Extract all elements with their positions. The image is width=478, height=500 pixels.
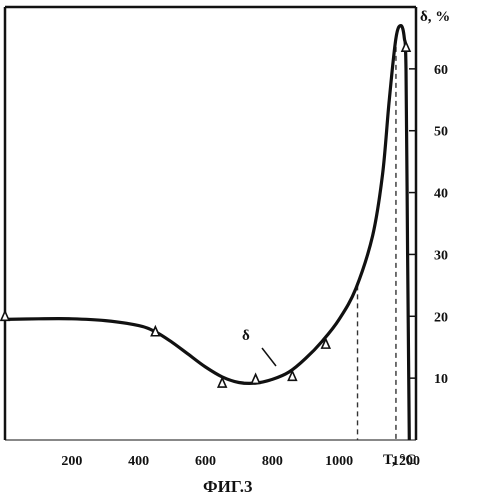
curve-label: δ — [242, 328, 250, 344]
series-line-delta — [5, 26, 409, 440]
curve-label-pointer — [262, 348, 276, 366]
x-tick-label: 400 — [128, 454, 149, 469]
y-axis-label: δ, % — [420, 9, 450, 25]
y-tick-label: 40 — [434, 187, 448, 202]
y-tick-label: 20 — [434, 310, 448, 325]
triangle-marker — [1, 311, 9, 320]
data-point-markers — [1, 42, 410, 387]
x-tick-label: 600 — [195, 454, 216, 469]
curve-annotation: δ — [242, 328, 276, 366]
y-tick-label: 30 — [434, 248, 448, 263]
x-tick-label: 200 — [61, 454, 82, 469]
triangle-marker — [151, 327, 159, 336]
y-tick-label: 60 — [434, 63, 448, 78]
x-axis-label: T, °C — [383, 452, 416, 468]
x-axis-ticks: 20040060080010001200 — [61, 454, 420, 469]
plot-frame — [5, 7, 416, 440]
y-tick-label: 10 — [434, 372, 448, 387]
y-tick-label: 50 — [434, 125, 448, 140]
figure-caption: ФИГ.3 — [203, 477, 252, 496]
x-tick-label: 1000 — [325, 454, 353, 469]
triangle-marker — [402, 42, 410, 51]
triangle-marker — [252, 374, 260, 383]
x-tick-label: 800 — [262, 454, 283, 469]
